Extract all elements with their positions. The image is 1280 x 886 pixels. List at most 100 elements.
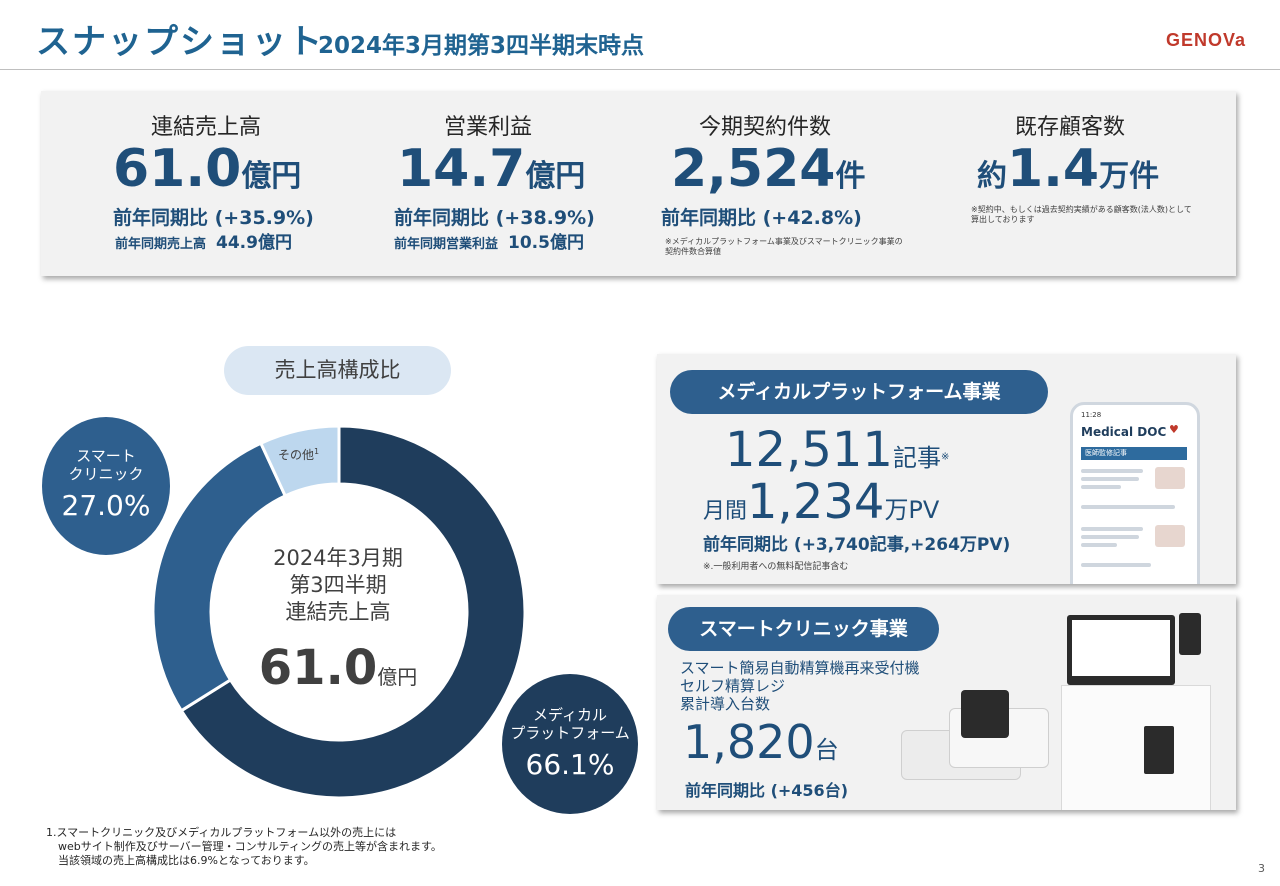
kpi-prev: 前年同期売上高 44.9億円 (115, 228, 292, 253)
kpi-value: 61.0億円 (113, 139, 301, 199)
kpi-number: 61.0 (113, 139, 242, 199)
articles-mark: ※ (940, 451, 950, 463)
bubble-percent: 27.0% (61, 489, 151, 522)
phone-app-title: Medical DOC (1081, 425, 1167, 439)
smart-clinic-yoy: 前年同期比 (+456台) (685, 781, 849, 800)
bubble-smart-clinic: スマート クリニック 27.0% (42, 417, 170, 555)
donut-center-text: 2024年3月期 第3四半期 連結売上高 (238, 545, 438, 626)
kpi-number: 2,524 (671, 139, 836, 199)
description-line: 累計導入台数 (680, 695, 771, 713)
kpi-label: 連結売上高 (151, 115, 262, 140)
page-title: スナップショット (36, 22, 324, 62)
units-number: 1,820 (683, 715, 815, 769)
kpi-prev: 前年同期営業利益 10.5億円 (394, 228, 584, 253)
composition-pill: 売上高構成比 (224, 346, 451, 395)
articles-count: 12,511記事※ (725, 422, 949, 478)
donut-center-total: 61.0億円 (238, 640, 438, 696)
center-line: 第3四半期 (289, 573, 387, 597)
footnote-line: 1.スマートクリニック及びメディカルプラットフォーム以外の売上には (46, 826, 397, 839)
kpi-prev-value: 44.9億円 (216, 233, 292, 253)
smart-clinic-description: スマート簡易自動精算機再来受付機 セルフ精算レジ 累計導入台数 (680, 659, 920, 713)
slice-other (258, 426, 341, 498)
kpi-unit: 万件 (1099, 159, 1160, 194)
slice-label-other: その他1 (278, 446, 319, 463)
smart-clinic-title: スマートクリニック事業 (668, 607, 939, 651)
units-unit: 台 (814, 736, 839, 764)
center-total-number: 61.0 (258, 640, 378, 696)
register-screen (961, 690, 1009, 738)
heart-icon: ♥ (1169, 423, 1179, 436)
page-subtitle: 2024年3月期第3四半期末時点 (318, 33, 645, 59)
center-total-unit: 億円 (377, 665, 418, 689)
phone-text-line (1081, 469, 1143, 473)
kpi-label: 営業利益 (444, 115, 533, 140)
center-line: 2024年3月期 (273, 546, 403, 570)
phone-text-line (1081, 485, 1121, 489)
slice-medical-platform (179, 426, 525, 798)
company-logo: GENOVa (1166, 30, 1247, 50)
revenue-donut-chart (153, 426, 525, 798)
footnote-line: webサイト制作及びサーバー管理・コンサルティングの売上等が含まれます。 (58, 840, 442, 853)
kpi-unit: 億円 (241, 159, 302, 194)
footnote-mark: 1 (314, 447, 320, 456)
kpi-label: 今期契約件数 (699, 115, 832, 140)
kpi-prev-value: 10.5億円 (508, 233, 584, 253)
kpi-number: 14.7 (397, 139, 526, 199)
kpi-unit: 件 (835, 159, 866, 194)
pv-unit: 万PV (884, 496, 940, 524)
center-line: 連結売上高 (285, 600, 391, 624)
card-terminal (1179, 613, 1201, 655)
bubble-label: スマート (76, 447, 136, 465)
kpi-value: 14.7億円 (397, 139, 585, 199)
kpi-yoy: 前年同期比 (+35.9%) (113, 207, 314, 229)
smart-clinic-card: スマートクリニック事業 スマート簡易自動精算機再来受付機 セルフ精算レジ 累計導… (657, 595, 1236, 810)
kpi-label: 既存顧客数 (1015, 115, 1126, 140)
bubble-label: プラットフォーム (510, 724, 630, 742)
bubble-percent: 66.1% (525, 748, 615, 781)
kpi-yoy: 前年同期比 (+38.9%) (394, 207, 595, 229)
phone-text-line (1081, 535, 1139, 539)
kpi-prev-label: 前年同期営業利益 (394, 237, 499, 252)
kiosk-slot (1144, 726, 1174, 774)
kpi-number: 1.4 (1007, 139, 1100, 199)
kpi-prefix: 約 (977, 159, 1007, 194)
bubble-label: メディカル (533, 706, 607, 724)
kpi-note: ※メディカルプラットフォーム事業及びスマートクリニック事業の 契約件数合算値 (665, 237, 903, 257)
bubble-label: クリニック (68, 465, 144, 483)
phone-section-header: 医師監修記事 (1081, 447, 1187, 460)
phone-text-line (1081, 505, 1175, 509)
kiosk-screen-display (1072, 620, 1170, 676)
description-line: セルフ精算レジ (680, 677, 786, 695)
kiosk-image (1061, 611, 1211, 810)
page-number: 3 (1258, 862, 1265, 875)
phone-time: 11:28 (1081, 411, 1102, 419)
pv-prefix: 月間 (703, 499, 748, 524)
bubble-medical-platform: メディカル プラットフォーム 66.1% (502, 674, 638, 814)
kpi-unit: 億円 (525, 159, 586, 194)
footnote-line: 当該領域の売上高構成比は6.9%となっております。 (58, 854, 315, 867)
kpi-note-line: 契約件数合算値 (665, 247, 721, 256)
kiosk-screen (1067, 615, 1175, 685)
medical-platform-yoy: 前年同期比 (+3,740記事,+264万PV) (703, 535, 1011, 555)
kiosk-body (1061, 685, 1211, 810)
articles-number: 12,511 (725, 422, 893, 478)
phone-text-line (1081, 527, 1143, 531)
phone-text-line (1081, 477, 1139, 481)
kpi-note: ※契約中、もしくは過去契約実績がある顧客数(法人数)として 算出しております (971, 205, 1192, 225)
footnote: 1.スマートクリニック及びメディカルプラットフォーム以外の売上には webサイト… (46, 826, 442, 868)
phone-thumbnail (1155, 467, 1185, 489)
phone-text-line (1081, 543, 1117, 547)
medical-platform-title: メディカルプラットフォーム事業 (670, 370, 1048, 414)
kpi-value: 2,524件 (671, 139, 865, 199)
monthly-pv: 月間1,234万PV (703, 474, 939, 530)
kpi-note-line: ※契約中、もしくは過去契約実績がある顧客数(法人数)として (971, 205, 1192, 214)
phone-thumbnail (1155, 525, 1185, 547)
kpi-note-line: 算出しております (971, 215, 1035, 224)
pv-number: 1,234 (747, 474, 885, 530)
installed-units: 1,820台 (683, 715, 839, 769)
articles-unit: 記事 (892, 444, 941, 472)
description-line: スマート簡易自動精算機再来受付機 (680, 659, 920, 677)
self-checkout-register-image (901, 690, 1061, 790)
kpi-yoy: 前年同期比 (+42.8%) (661, 207, 862, 229)
phone-text-line (1081, 563, 1151, 567)
